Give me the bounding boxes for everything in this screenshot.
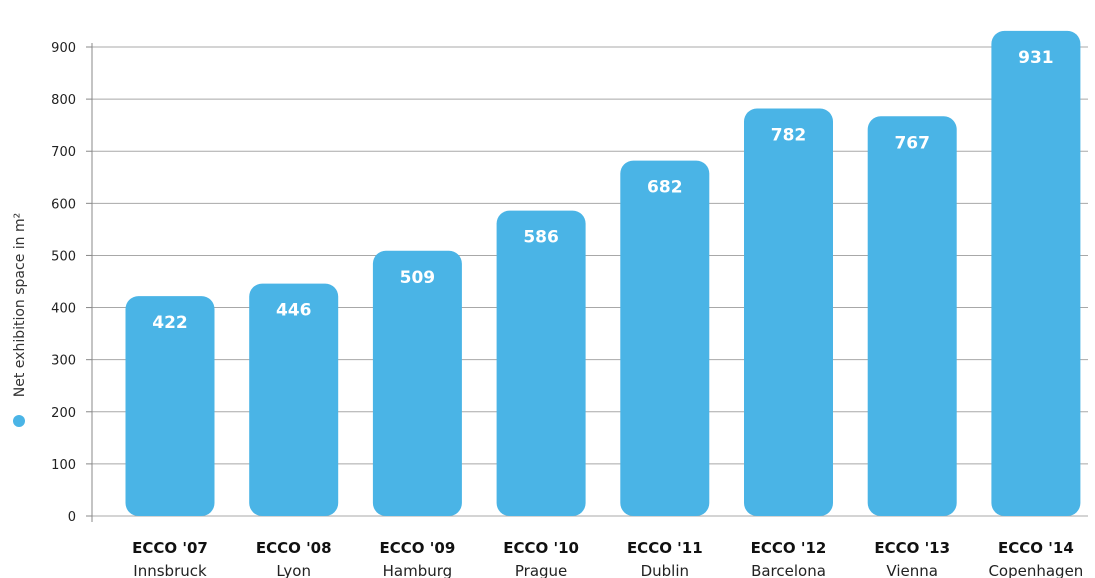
x-category-sublabel: Vienna <box>886 562 938 578</box>
y-tick-label: 900 <box>51 41 76 56</box>
bar <box>249 283 339 516</box>
x-category-sublabel: Lyon <box>276 562 311 578</box>
x-axis-labels: ECCO '07 Innsbruck ECCO '08 Lyon ECCO '09 Ham… <box>132 539 1083 578</box>
x-category-label: ECCO '14 <box>998 539 1074 557</box>
y-tick-label: 500 <box>51 249 76 264</box>
y-axis-title-group: Net exhibition space in m² <box>12 213 28 427</box>
y-tick-label: 400 <box>51 302 76 317</box>
bar-data-label: 682 <box>647 178 683 198</box>
x-category-label: ECCO '09 <box>380 539 456 557</box>
x-category-sublabel: Prague <box>515 562 567 578</box>
x-category-label: ECCO '13 <box>874 539 950 557</box>
x-category-label: ECCO '10 <box>503 539 579 557</box>
bar-data-label: 509 <box>400 268 436 288</box>
legend-marker-icon <box>13 415 25 427</box>
bar <box>372 250 462 516</box>
x-category-sublabel: Innsbruck <box>133 562 207 578</box>
y-tick-label: 700 <box>51 145 76 160</box>
bar-data-label: 586 <box>523 228 559 248</box>
bar <box>620 160 710 516</box>
y-tick-label: 800 <box>51 93 76 108</box>
y-axis-title: Net exhibition space in m² <box>12 213 28 397</box>
x-category-label: ECCO '11 <box>627 539 703 557</box>
bar-data-label: 931 <box>1018 48 1054 68</box>
y-tick-label: 100 <box>51 458 76 473</box>
x-category-label: ECCO '07 <box>132 539 208 557</box>
y-axis-ticks: 0 100 200 300 400 500 600 700 800 900 <box>51 41 92 525</box>
bar-data-label: 422 <box>152 313 188 333</box>
x-category-sublabel: Dublin <box>641 562 689 578</box>
bar-data-label: 782 <box>771 125 807 145</box>
x-category-sublabel: Hamburg <box>383 562 453 578</box>
y-tick-label: 300 <box>51 354 76 369</box>
bar <box>496 210 586 516</box>
y-tick-label: 600 <box>51 197 76 212</box>
bar-data-label: 767 <box>894 133 930 153</box>
bar <box>991 30 1081 517</box>
y-tick-label: 0 <box>68 510 76 525</box>
bar <box>744 108 833 516</box>
bars: 422 446 509 586 682 782 767 931 <box>125 30 1081 517</box>
bar-data-label: 446 <box>276 301 312 321</box>
x-category-label: ECCO '08 <box>256 539 332 557</box>
y-tick-label: 200 <box>51 406 76 421</box>
x-category-sublabel: Copenhagen <box>988 562 1083 578</box>
bar <box>867 116 957 517</box>
x-category-label: ECCO '12 <box>751 539 827 557</box>
x-category-sublabel: Barcelona <box>751 562 826 578</box>
bar <box>125 296 215 516</box>
